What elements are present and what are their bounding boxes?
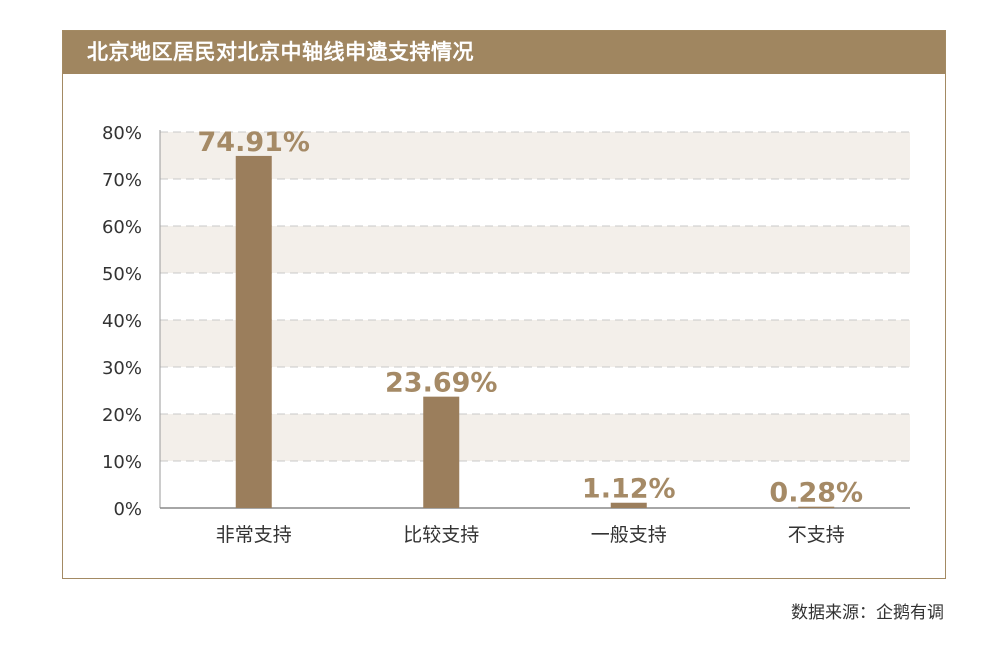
x-tick-label: 非常支持 <box>216 524 292 546</box>
y-tick-label: 10% <box>102 452 142 473</box>
data-label: 0.28% <box>769 478 863 509</box>
grid-band <box>160 320 910 367</box>
y-tick-label: 80% <box>102 123 142 144</box>
chart-title: 北京地区居民对北京中轴线申遗支持情况 <box>63 31 945 74</box>
data-label: 74.91% <box>198 127 310 158</box>
y-tick-label: 20% <box>102 405 142 426</box>
chart-card: 北京地区居民对北京中轴线申遗支持情况 <box>62 30 946 579</box>
bar <box>798 506 835 508</box>
y-tick-label: 0% <box>113 499 142 520</box>
grid-band <box>160 226 910 273</box>
grid-band <box>160 414 910 461</box>
x-tick-label: 比较支持 <box>403 524 479 546</box>
y-tick-label: 70% <box>102 170 142 191</box>
x-tick-label: 一般支持 <box>591 524 667 546</box>
y-tick-label: 40% <box>102 311 142 332</box>
grid-band <box>160 132 910 179</box>
x-tick-label: 不支持 <box>788 524 845 546</box>
data-label: 23.69% <box>385 368 497 399</box>
bar <box>235 155 272 508</box>
y-tick-label: 60% <box>102 217 142 238</box>
data-source: 数据来源：企鹅有调 <box>791 603 944 623</box>
y-tick-label: 30% <box>102 358 142 379</box>
bar <box>610 502 647 508</box>
bar <box>423 396 460 508</box>
data-label: 1.12% <box>582 474 676 505</box>
y-tick-label: 50% <box>102 264 142 285</box>
